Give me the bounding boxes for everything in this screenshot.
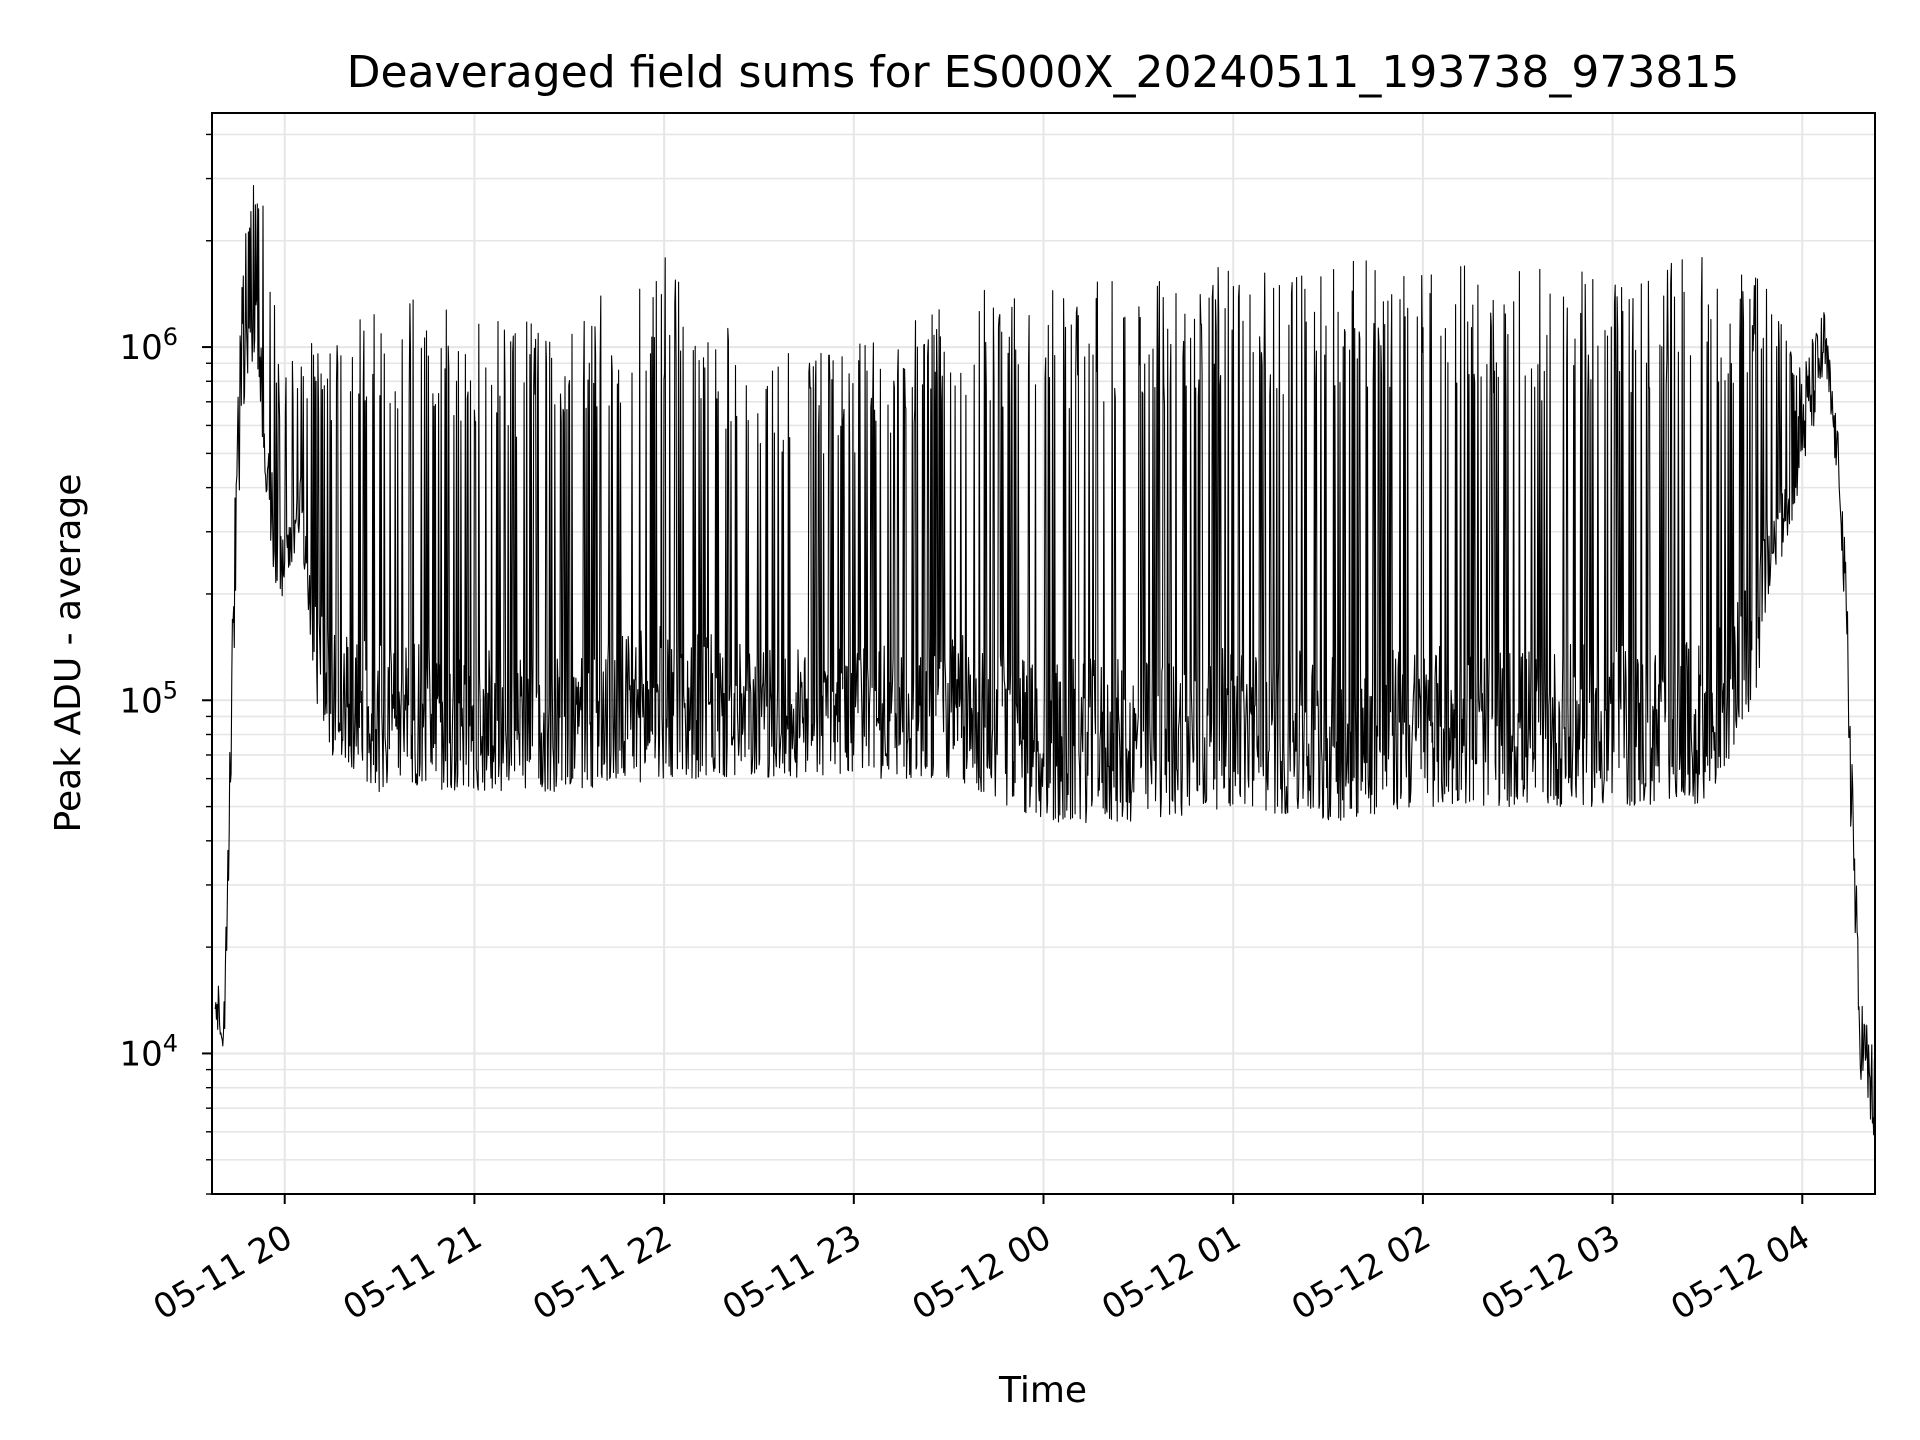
x-axis-label: Time [998, 1370, 1087, 1411]
chart-title: Deaveraged field sums for ES000X_2024051… [347, 47, 1740, 98]
y-tick-label: 104 [119, 1029, 178, 1074]
y-tick-label: 105 [119, 676, 178, 721]
data-series [214, 185, 1876, 1136]
y-tick-label: 106 [119, 323, 178, 368]
y-axis-label: Peak ADU - average [48, 474, 89, 833]
series-line [214, 185, 1876, 1136]
